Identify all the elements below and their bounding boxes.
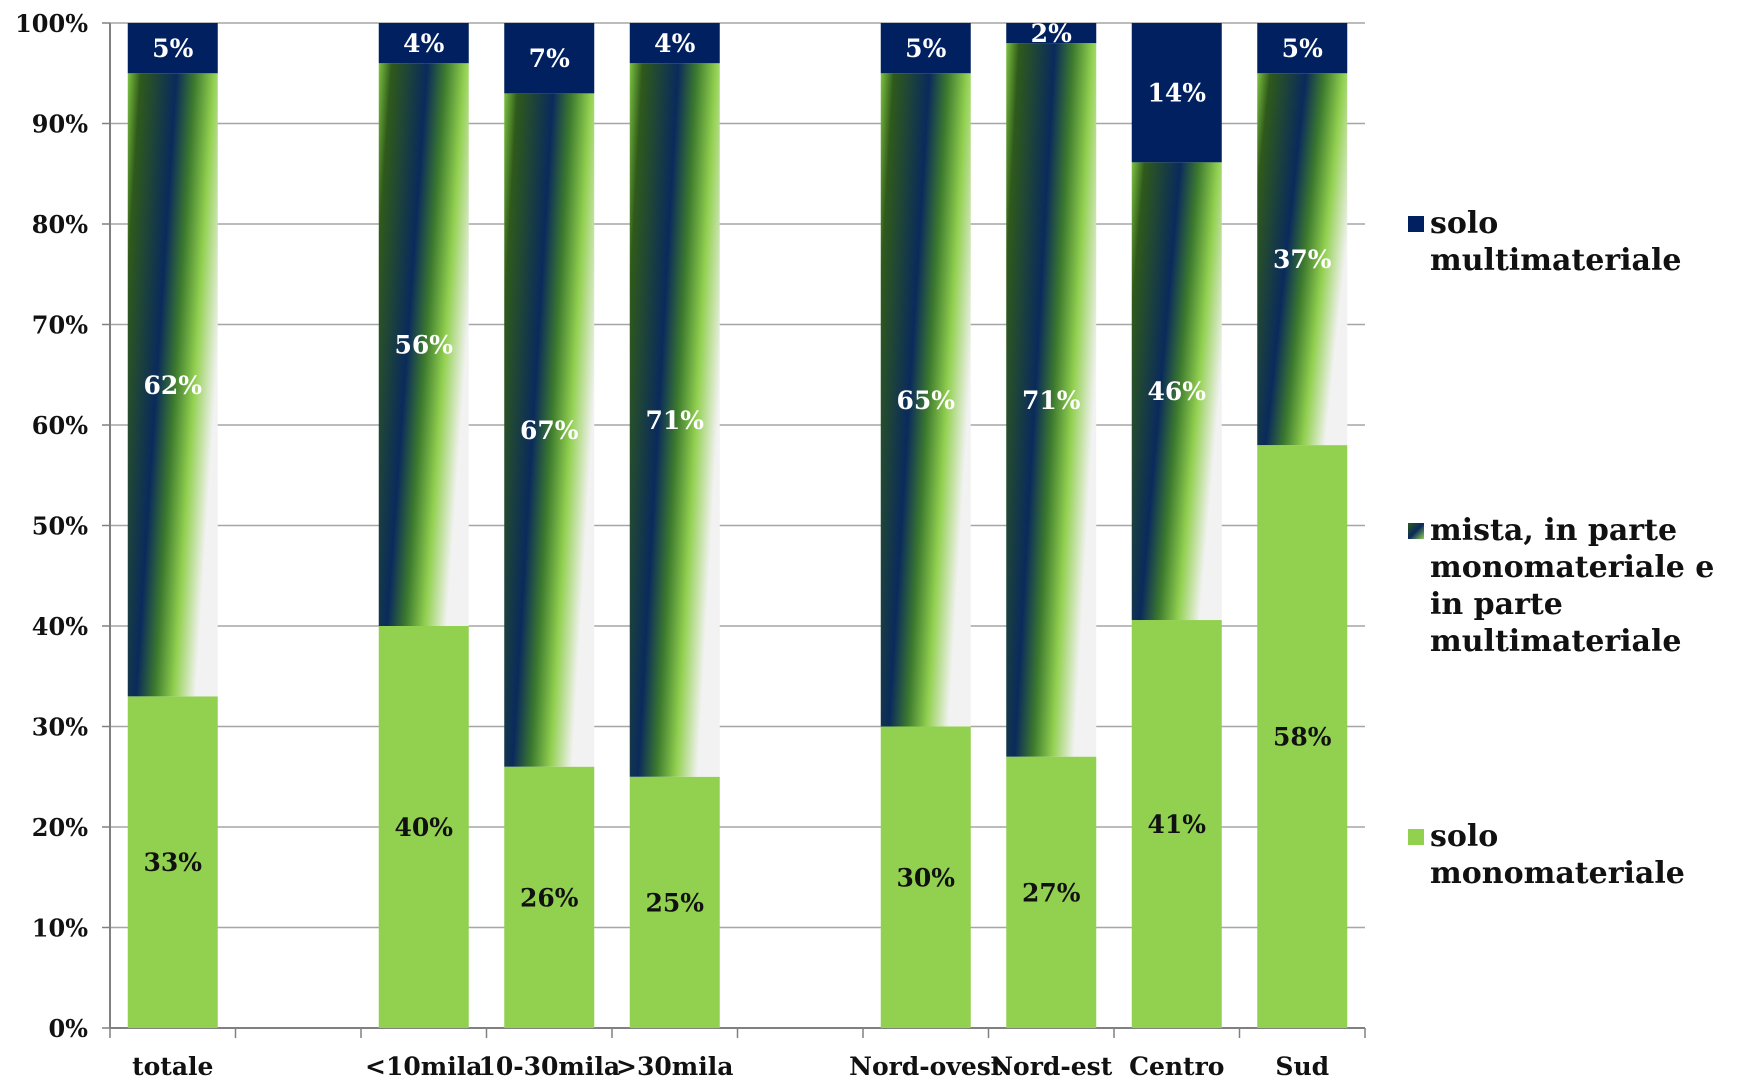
x-category-label: totale bbox=[132, 1052, 213, 1080]
legend-label-line: solo bbox=[1430, 819, 1499, 854]
y-tick-label: 70% bbox=[32, 311, 88, 340]
legend-label-line: multimateriale bbox=[1430, 243, 1682, 278]
y-tick-label: 50% bbox=[32, 512, 88, 541]
data-label: 5% bbox=[1282, 34, 1323, 63]
y-tick-label: 30% bbox=[32, 713, 88, 742]
bar-segment-mista bbox=[880, 73, 971, 727]
data-label: 40% bbox=[394, 813, 453, 842]
legend-item-solo-monomateriale: solo monomateriale bbox=[1408, 818, 1740, 892]
data-label: 71% bbox=[645, 406, 704, 435]
y-tick-label: 100% bbox=[15, 9, 88, 38]
bar-segment-solo-monomateriale bbox=[880, 726, 971, 1028]
bar-segment-solo-monomateriale bbox=[127, 696, 218, 1028]
axes: 0% 10% 20% 30% 40% 50% 60% 70% 80% 90% 100% totale <… bbox=[15, 9, 1366, 1080]
bar-segment-solo-monomateriale bbox=[504, 766, 595, 1028]
bar-segment-mista bbox=[378, 63, 469, 626]
y-tick-label: 20% bbox=[32, 813, 88, 842]
data-label: 26% bbox=[520, 883, 579, 912]
x-category-label: 10-30mila bbox=[478, 1052, 620, 1080]
data-label: 65% bbox=[896, 386, 955, 415]
data-label: 7% bbox=[529, 44, 570, 73]
data-label: 4% bbox=[654, 29, 695, 58]
data-label: 5% bbox=[905, 34, 946, 63]
bars bbox=[127, 23, 1348, 1029]
legend-label-line: multimateriale bbox=[1430, 624, 1682, 659]
legend-label-line: monomateriale e bbox=[1430, 550, 1715, 585]
bar-segment-mista bbox=[1006, 43, 1097, 757]
bar-segment-solo-multimateriale bbox=[1131, 23, 1222, 163]
x-category-label: >30mila bbox=[616, 1052, 733, 1080]
bar-segment-mista bbox=[127, 73, 218, 697]
bar-segment-solo-multimateriale bbox=[1257, 23, 1348, 74]
data-label: 46% bbox=[1147, 377, 1206, 406]
legend-label-line: solo bbox=[1430, 206, 1499, 241]
data-label: 14% bbox=[1147, 79, 1206, 108]
y-tick-label: 0% bbox=[48, 1014, 88, 1043]
data-label: 71% bbox=[1022, 386, 1081, 415]
data-label: 4% bbox=[403, 29, 444, 58]
bar-segment-mista bbox=[1131, 162, 1222, 621]
legend-swatch-mista bbox=[1408, 523, 1424, 539]
data-label: 56% bbox=[394, 331, 453, 360]
x-category-label: Nord-ovest bbox=[849, 1052, 1003, 1080]
x-category-label: <10mila bbox=[365, 1052, 482, 1080]
legend-item-mista: mista, in parte monomateriale e in parte… bbox=[1408, 512, 1740, 660]
legend-label-line: monomateriale bbox=[1430, 856, 1685, 891]
data-label: 41% bbox=[1147, 810, 1206, 839]
legend-swatch-mono bbox=[1408, 829, 1424, 845]
data-label: 27% bbox=[1022, 878, 1081, 907]
x-category-label: Sud bbox=[1275, 1052, 1329, 1080]
bar-segment-solo-monomateriale bbox=[1006, 756, 1097, 1028]
data-label: 67% bbox=[520, 416, 579, 445]
bar-segment-solo-monomateriale bbox=[1131, 620, 1222, 1028]
data-label: 30% bbox=[896, 863, 955, 892]
x-category-label: Centro bbox=[1129, 1052, 1224, 1080]
y-tick-label: 40% bbox=[32, 612, 88, 641]
data-label: 58% bbox=[1273, 723, 1332, 752]
bar-segment-solo-multimateriale bbox=[504, 23, 595, 94]
bar-segment-solo-multimateriale bbox=[378, 23, 469, 64]
bar-segment-solo-monomateriale bbox=[378, 626, 469, 1028]
x-category-label: Nord-est bbox=[990, 1052, 1113, 1080]
legend-swatch-multi bbox=[1408, 216, 1424, 232]
bar-segment-mista bbox=[629, 63, 720, 777]
y-tick-label: 90% bbox=[32, 110, 88, 139]
y-tick-label: 10% bbox=[32, 914, 88, 943]
data-label: 37% bbox=[1273, 245, 1332, 274]
y-tick-label: 60% bbox=[32, 411, 88, 440]
bar-segment-solo-monomateriale bbox=[1257, 445, 1348, 1029]
data-label: 25% bbox=[645, 888, 704, 917]
bar-segment-solo-multimateriale bbox=[880, 23, 971, 74]
legend-label-line: in parte bbox=[1430, 587, 1563, 622]
bar-segment-solo-multimateriale bbox=[127, 23, 218, 74]
data-label: 2% bbox=[1031, 19, 1072, 48]
bar-segment-solo-multimateriale bbox=[629, 23, 720, 64]
bar-segment-mista bbox=[1257, 73, 1348, 446]
data-label: 62% bbox=[143, 371, 202, 400]
bar-segment-solo-multimateriale bbox=[1006, 23, 1097, 44]
data-label: 33% bbox=[143, 848, 202, 877]
data-labels: 33% 62% 5% 40% 56% 4% 26% 67% 7% 25% 71% 4% 30% 65% 5%… bbox=[143, 19, 1331, 917]
y-tick-label: 80% bbox=[32, 210, 88, 239]
bar-segment-mista bbox=[504, 93, 595, 767]
data-label: 5% bbox=[152, 34, 193, 63]
legend-item-solo-multimateriale: solo multimateriale bbox=[1408, 205, 1740, 279]
legend-label-line: mista, in parte bbox=[1430, 513, 1678, 548]
bar-segment-solo-monomateriale bbox=[629, 776, 720, 1028]
